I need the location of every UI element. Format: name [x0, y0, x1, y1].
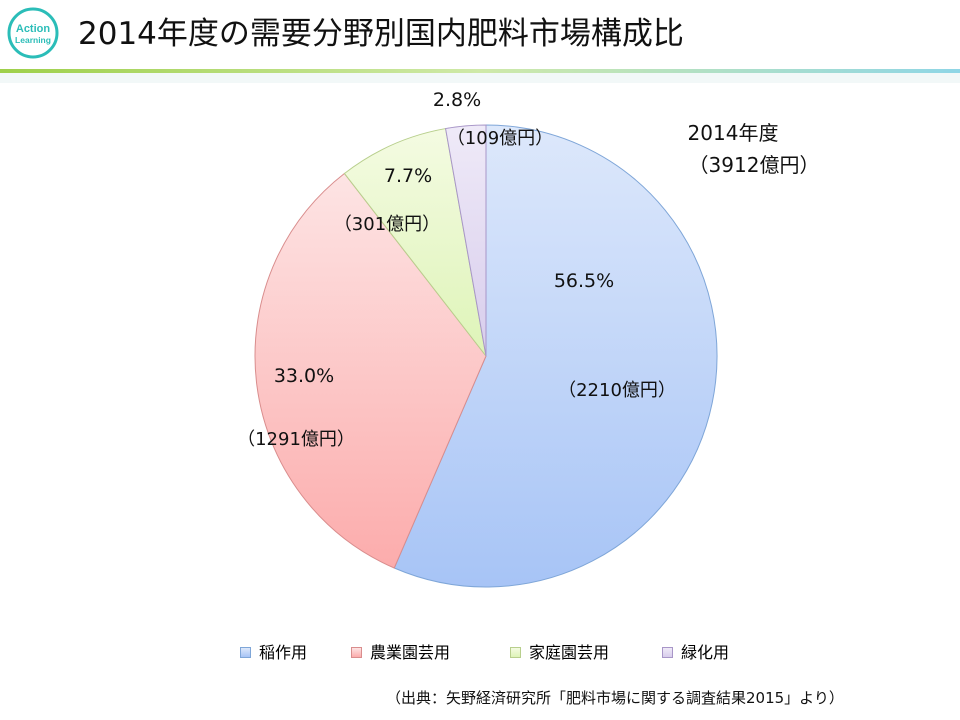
percent-label-greening: 2.8%	[433, 89, 481, 111]
legend-swatch-agri-horticulture	[351, 647, 362, 658]
percent-label-agri-horticulture: 33.0%	[274, 365, 334, 387]
amount-label-rice: （2210億円）	[558, 380, 676, 401]
legend-swatch-greening	[662, 647, 673, 658]
legend-label-home-gardening: 家庭園芸用	[529, 643, 610, 662]
total-year-label: 2014年度	[688, 121, 779, 145]
percent-label-rice: 56.5%	[554, 270, 614, 292]
title-underline	[0, 69, 960, 83]
logo-line2: Learning	[15, 35, 51, 45]
pie-slice-agri-horticulture	[254, 172, 487, 569]
pie-slice-rice	[393, 124, 718, 588]
logo-line1: Action	[16, 23, 51, 35]
pie-slice-home-gardening	[343, 127, 487, 357]
pie-slice-greening	[444, 124, 487, 357]
legend-swatch-rice	[240, 647, 251, 658]
page-title: 2014年度の需要分野別国内肥料市場構成比	[78, 16, 684, 52]
legend-label-rice: 稲作用	[259, 643, 308, 662]
legend-label-greening: 緑化用	[681, 643, 730, 662]
legend-swatch-home-gardening	[510, 647, 521, 658]
legend-label-agri-horticulture: 農業園芸用	[370, 643, 451, 662]
action-learning-logo: Action Learning	[7, 7, 59, 59]
total-amount-label: （3912億円）	[689, 153, 820, 177]
percent-label-home-gardening: 7.7%	[384, 165, 432, 187]
amount-label-home-gardening: （301億円）	[334, 214, 440, 235]
legend: 稲作用 農業園芸用 家庭園芸用 緑化用	[0, 641, 960, 665]
amount-label-greening: （109億円）	[447, 128, 553, 149]
amount-label-agri-horticulture: （1291億円）	[237, 429, 355, 450]
source-note: （出典：矢野経済研究所「肥料市場に関する調査結果2015」より）	[386, 689, 844, 707]
